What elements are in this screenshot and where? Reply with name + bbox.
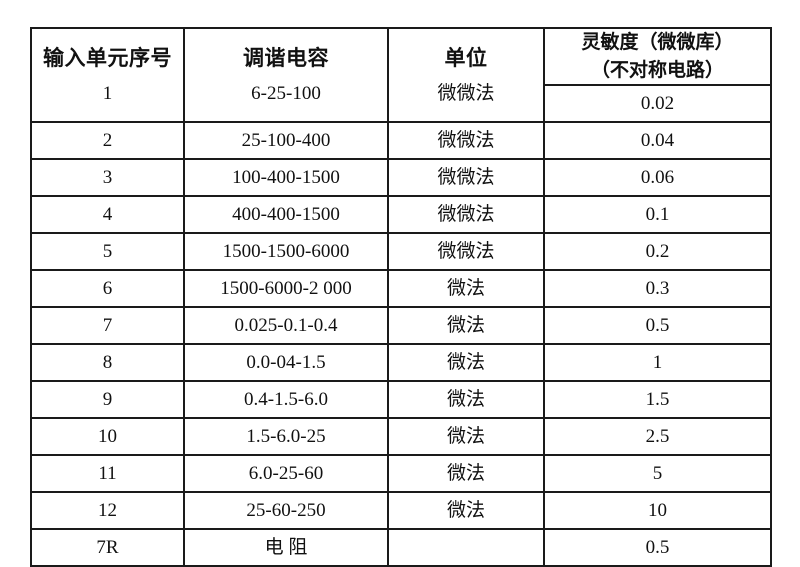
cell-unit: 微法 [387,491,545,531]
cell-capacitance: 0.025-0.1-0.4 [183,306,389,346]
cell-index: 7 [30,306,185,346]
header-cell-tuning-capacitance: 调谐电容 6-25-100 [183,26,389,124]
cell-capacitance: 1.5-6.0-25 [183,417,389,457]
cell-capacitance: 1500-1500-6000 [183,232,389,272]
cell-index: 7R [30,528,185,567]
cell-sensitivity: 0.1 [543,195,772,235]
table-row: 5 1500-1500-6000 微微法 0.2 [30,232,772,272]
cell-sensitivity: 1 [543,343,772,383]
header-label-unit-index: 输入单元序号 [43,45,172,70]
cell-unit: 微法 [387,417,545,457]
cell-capacitance: 25-60-250 [183,491,389,531]
cell-sensitivity: 2.5 [543,417,772,457]
cell-capacitance: 400-400-1500 [183,195,389,235]
cell-capacitance: 25-100-400 [183,121,389,161]
cell-capacitance: 6.0-25-60 [183,454,389,494]
cell-unit: 微微法 [387,195,545,235]
cell-index: 10 [30,417,185,457]
table-row: 6 1500-6000-2 000 微法 0.3 [30,269,772,309]
cell-index: 8 [30,343,185,383]
cell-sensitivity: 0.06 [543,158,772,198]
cell-capacitance: 1500-6000-2 000 [183,269,389,309]
row1-capacitance-value: 6-25-100 [251,82,321,104]
row1-unit-value: 微微法 [437,82,495,104]
page-root: 输入单元序号 1 调谐电容 6-25-100 单位 微微法 灵敏度（微微库） （… [30,26,772,567]
table-row-first-sensitivity: 0.02 [31,84,772,124]
cell-index: 12 [30,491,185,531]
header-cell-unit: 单位 微微法 [387,26,545,124]
row1-index-value: 1 [102,82,113,104]
cell-unit: 微微法 [387,232,545,272]
table-row: 7 0.025-0.1-0.4 微法 0.5 [30,306,772,346]
cell-sensitivity: 10 [543,491,772,531]
cell-unit [387,528,545,567]
header-label-unit: 单位 [444,45,488,70]
header-cell-unit-index: 输入单元序号 1 [30,26,185,124]
cell-sensitivity: 0.5 [543,306,772,346]
cell-sensitivity: 1.5 [543,380,772,420]
header-label-sensitivity-line1: 灵敏度（微微库） [581,32,734,53]
cell-index: 11 [30,454,185,494]
table-row: 11 6.0-25-60 微法 5 [30,454,772,494]
input-unit-spec-table: 输入单元序号 1 调谐电容 6-25-100 单位 微微法 灵敏度（微微库） （… [30,26,772,567]
cell-sensitivity: 5 [543,454,772,494]
cell-index: 6 [30,269,185,309]
cell-unit: 微法 [387,269,545,309]
header-label-tuning-capacitance: 调谐电容 [243,45,329,70]
table-row: 12 25-60-250 微法 10 [30,491,772,531]
table-row: 7R 电 阻 0.5 [30,528,772,567]
cell-index: 3 [30,158,185,198]
cell-index: 9 [30,380,185,420]
table-row: 3 100-400-1500 微微法 0.06 [30,158,772,198]
cell-sensitivity: 0.2 [543,232,772,272]
table-row: 4 400-400-1500 微微法 0.1 [30,195,772,235]
cell-unit: 微法 [387,454,545,494]
cell-sensitivity: 0.04 [543,121,772,161]
table-row: 10 1.5-6.0-25 微法 2.5 [30,417,772,457]
cell-capacitance: 电 阻 [183,528,389,567]
cell-sensitivity: 0.3 [543,269,772,309]
cell-unit: 微法 [387,343,545,383]
table-row: 9 0.4-1.5-6.0 微法 1.5 [30,380,772,420]
cell-capacitance: 0.0-04-1.5 [183,343,389,383]
header-cell-sensitivity: 灵敏度（微微库） （不对称电路） [543,26,772,87]
table-body: 输入单元序号 1 调谐电容 6-25-100 单位 微微法 灵敏度（微微库） （… [30,26,772,567]
cell-index: 5 [30,232,185,272]
cell-sensitivity: 0.5 [543,528,772,567]
cell-unit: 微微法 [387,158,545,198]
cell-unit: 微法 [387,380,545,420]
table-header-row: 输入单元序号 1 调谐电容 6-25-100 单位 微微法 灵敏度（微微库） （… [30,26,772,124]
cell-index: 4 [30,195,185,235]
cell-unit: 微法 [387,306,545,346]
table-row: 8 0.0-04-1.5 微法 1 [30,343,772,383]
cell-unit: 微微法 [387,121,545,161]
cell-index: 2 [30,121,185,161]
cell-capacitance: 100-400-1500 [183,158,389,198]
header-label-sensitivity-line2: （不对称电路） [590,59,724,81]
table-row: 2 25-100-400 微微法 0.04 [30,121,772,161]
cell-capacitance: 0.4-1.5-6.0 [183,380,389,420]
row1-sensitivity-value: 0.02 [543,84,772,124]
